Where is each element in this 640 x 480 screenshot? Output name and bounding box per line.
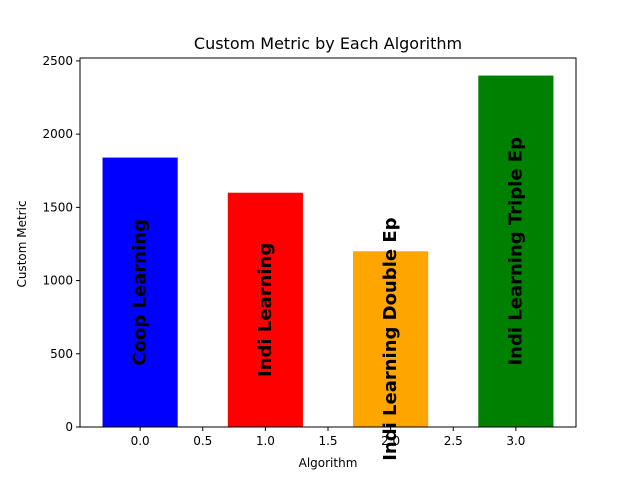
bar-labels-group: Coop Learning Indi Learning Indi Learning … [130, 137, 527, 461]
bar-label-0: Coop Learning [130, 219, 151, 365]
bar-label-3: Indi Learning Triple Ep [505, 137, 526, 366]
bar-3 [478, 75, 554, 428]
y-tick-label: 1000 [42, 274, 73, 288]
x-axis: 0.0 0.5 1.0 1.5 2.0 2.5 3.0 [131, 427, 525, 448]
y-tick-label: 2000 [42, 127, 73, 141]
x-tick-label: 1.0 [256, 434, 275, 448]
bar-1 [227, 192, 303, 427]
y-axis-label: Custom Metric [15, 200, 29, 287]
bar-2 [353, 251, 429, 427]
bar-label-2: Indi Learning Double Ep [380, 217, 401, 460]
x-tick-label: 2.5 [444, 434, 463, 448]
bar-label-1: Indi Learning [255, 243, 276, 377]
plot-frame [79, 57, 577, 428]
bar-0 [102, 157, 178, 428]
y-tick-label: 1500 [42, 200, 73, 214]
x-tick-label: 1.5 [318, 434, 337, 448]
x-tick-label: 0.0 [131, 434, 150, 448]
x-tick-label: 0.5 [193, 434, 212, 448]
x-tick-label: 3.0 [506, 434, 525, 448]
x-tick-label: 2.0 [381, 434, 400, 448]
y-tick-label: 0 [65, 420, 73, 434]
y-axis: 0 500 1000 1500 2000 2500 [42, 54, 80, 434]
chart-title: Custom Metric by Each Algorithm [194, 34, 462, 53]
bars-group [102, 75, 554, 428]
x-axis-label: Algorithm [299, 456, 358, 470]
y-tick-label: 2500 [42, 54, 73, 68]
y-tick-label: 500 [50, 347, 73, 361]
